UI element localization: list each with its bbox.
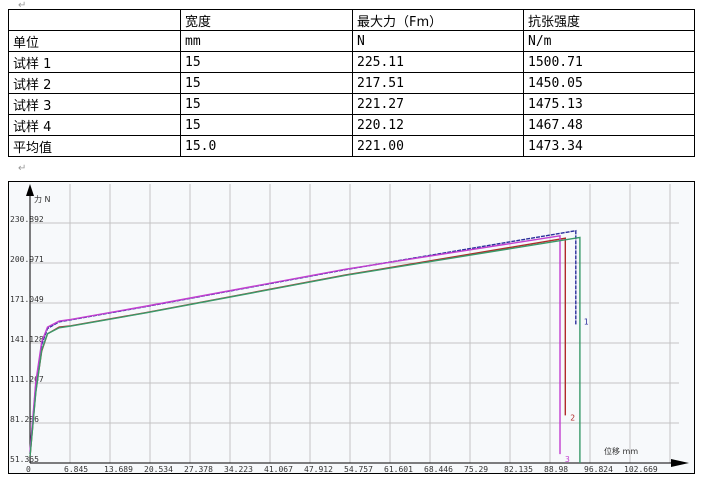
- table-row: 试样 4 15 220.12 1467.48: [8, 114, 695, 136]
- x-tick-label: 20.534: [144, 465, 173, 473]
- x-tick-label: 13.689: [104, 465, 133, 473]
- series-line-3: [29, 234, 561, 455]
- series-label: 1: [584, 317, 589, 326]
- table-cell: 15: [180, 72, 353, 94]
- x-tick-label: 6.845: [64, 465, 88, 473]
- paragraph-mark: ↵: [18, 0, 27, 11]
- x-tick-label: 61.601: [384, 465, 413, 473]
- table-cell: 试样 3: [8, 93, 181, 115]
- y-tick-label: 141.128: [10, 335, 44, 344]
- y-tick-label: 171.049: [10, 295, 44, 304]
- x-tick-label: 88.98: [544, 465, 568, 473]
- x-tick-label: 34.223: [224, 465, 253, 473]
- x-tick-label: 102.669: [624, 465, 658, 473]
- table-cell: 试样 1: [8, 51, 181, 73]
- y-axis-arrow-icon: [26, 184, 34, 196]
- table-cell: 试样 2: [8, 72, 181, 94]
- paragraph-mark: ↵: [18, 163, 27, 174]
- table-cell: 15.0: [180, 135, 353, 157]
- x-tick-label: 41.067: [264, 465, 293, 473]
- table-cell: N/m: [523, 30, 695, 52]
- table-cell: 宽度: [180, 9, 353, 31]
- table-cell: 221.00: [352, 135, 524, 157]
- table-row: 单位 mm N N/m: [8, 30, 695, 52]
- table-cell: 试样 4: [8, 114, 181, 136]
- table-cell: 1467.48: [523, 114, 695, 136]
- table-cell: N: [352, 30, 524, 52]
- x-tick-label: 0: [26, 465, 31, 473]
- y-tick-label: 81.286: [10, 415, 39, 424]
- x-tick-label: 75.29: [464, 465, 488, 473]
- table-cell: 单位: [8, 30, 181, 52]
- table-row: 试样 1 15 225.11 1500.71: [8, 51, 695, 73]
- x-tick-label: 96.824: [584, 465, 613, 473]
- table-cell: 15: [180, 51, 353, 73]
- series-label: 2: [570, 413, 575, 422]
- x-tick-label: 68.446: [424, 465, 453, 473]
- table-cell: 最大力（Fm）: [352, 9, 524, 31]
- y-tick-label: 200.971: [10, 255, 44, 264]
- table-cell: 220.12: [352, 114, 524, 136]
- y-axis-label: 力 N: [34, 194, 51, 204]
- chart-svg: 51.365 81.286 111.207 141.128 171.049 200.971…: [10, 184, 689, 474]
- x-tick-label: 27.378: [184, 465, 213, 473]
- x-tick-label: 47.912: [304, 465, 333, 473]
- table-row: 平均值 15.0 221.00 1473.34: [8, 135, 695, 157]
- table-cell: 1450.05: [523, 72, 695, 94]
- table-cell: 1500.71: [523, 51, 695, 73]
- x-tick-label: 54.757: [344, 465, 373, 473]
- x-axis-arrow-icon: [671, 459, 689, 467]
- x-axis-label: 位移 mm: [604, 446, 638, 456]
- table-cell: 1475.13: [523, 93, 695, 115]
- force-displacement-chart: 51.365 81.286 111.207 141.128 171.049 200.971…: [8, 181, 695, 474]
- series-line-4: [29, 236, 581, 463]
- table-row: 试样 2 15 217.51 1450.05: [8, 72, 695, 94]
- y-tick-label: 51.365: [10, 455, 39, 464]
- table-cell: 平均值: [8, 135, 181, 157]
- table-cell: 15: [180, 93, 353, 115]
- table-cell: 1473.34: [523, 135, 695, 157]
- table-cell: 221.27: [352, 93, 524, 115]
- table-row: 试样 3 15 221.27 1475.13: [8, 93, 695, 115]
- table-header-row: 宽度 最大力（Fm） 抗张强度: [8, 9, 695, 31]
- series-line-1: [29, 229, 577, 455]
- series-label: 3: [565, 455, 570, 464]
- table-cell: 抗张强度: [523, 9, 695, 31]
- y-tick-label: 230.892: [10, 215, 44, 224]
- table-cell: 15: [180, 114, 353, 136]
- table-cell: 217.51: [352, 72, 524, 94]
- table-cell: mm: [180, 30, 353, 52]
- table-cell: [8, 9, 181, 31]
- y-tick-label: 111.207: [10, 375, 44, 384]
- x-tick-label: 82.135: [504, 465, 533, 473]
- table-cell: 225.11: [352, 51, 524, 73]
- results-table: 宽度 最大力（Fm） 抗张强度 单位 mm N N/m 试样 1 15 225.11 1500.7…: [8, 9, 695, 157]
